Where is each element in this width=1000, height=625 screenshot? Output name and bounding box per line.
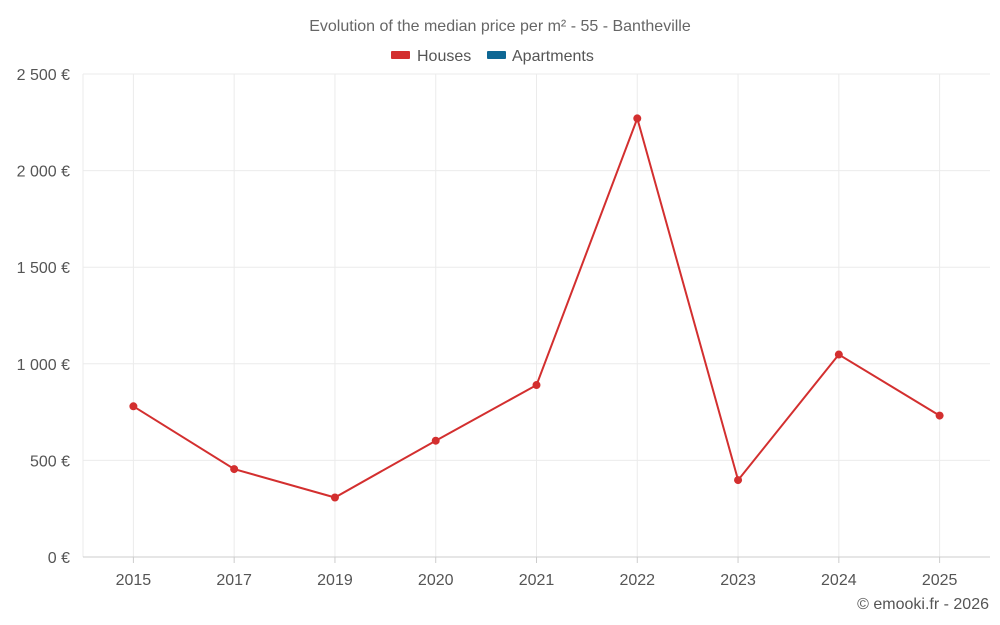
y-tick-label: 500 € <box>30 453 70 470</box>
data-point-houses-2022[interactable] <box>633 114 642 123</box>
x-tick-label: 2021 <box>519 572 555 589</box>
data-point-houses-2021[interactable] <box>532 381 541 390</box>
y-tick-label: 0 € <box>48 550 70 567</box>
grid-layer <box>82 73 990 557</box>
copyright-text: © emooki.fr - 2026 <box>857 596 989 613</box>
data-point-houses-2020[interactable] <box>431 436 440 445</box>
axis-layer: 0 € 500 € 1 000 € 1 500 € 2 000 € 2 500 € 2015… <box>17 67 990 589</box>
y-tick-label: 2 000 € <box>17 164 70 181</box>
data-point-houses-2017[interactable] <box>230 465 239 474</box>
legend-swatch-apartments[interactable] <box>487 51 506 59</box>
y-tick-label: 2 500 € <box>17 67 70 84</box>
data-point-houses-2024[interactable] <box>834 350 843 359</box>
x-tick-label: 2019 <box>317 572 353 589</box>
x-tick-label: 2020 <box>418 572 454 589</box>
data-point-houses-2023[interactable] <box>734 476 743 485</box>
x-tick-label: 2025 <box>922 572 958 589</box>
x-tick-label: 2017 <box>216 572 252 589</box>
legend-label-houses[interactable]: Houses <box>417 48 471 65</box>
x-tick-label: 2023 <box>720 572 756 589</box>
chart-title: Evolution of the median price per m² - 5… <box>309 18 691 35</box>
series-layer <box>129 114 944 502</box>
data-point-houses-2015[interactable] <box>129 402 138 411</box>
legend-swatch-houses[interactable] <box>391 51 410 59</box>
legend-label-apartments[interactable]: Apartments <box>512 48 594 65</box>
chart-legend: Houses Apartments <box>391 48 594 65</box>
data-point-houses-2025[interactable] <box>935 411 944 420</box>
y-tick-label: 1 500 € <box>17 260 70 277</box>
x-tick-label: 2024 <box>821 572 857 589</box>
data-point-houses-2019[interactable] <box>330 493 339 502</box>
x-tick-label: 2022 <box>619 572 655 589</box>
y-tick-label: 1 000 € <box>17 357 70 374</box>
x-tick-label: 2015 <box>116 572 152 589</box>
